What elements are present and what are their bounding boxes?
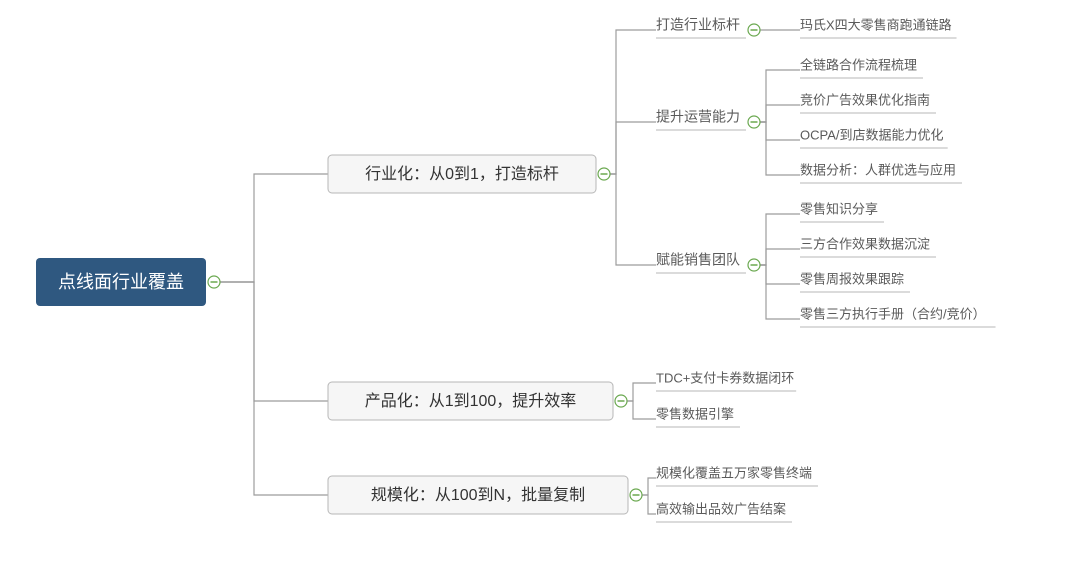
svg-text:高效输出品效广告结案: 高效输出品效广告结案 — [656, 501, 786, 516]
svg-text:TDC+支付卡券数据闭环: TDC+支付卡券数据闭环 — [656, 370, 794, 385]
svg-text:零售三方执行手册（合约/竞价）: 零售三方执行手册（合约/竞价） — [800, 306, 986, 321]
svg-text:点线面行业覆盖: 点线面行业覆盖 — [58, 272, 184, 292]
mindmap-diagram: 点线面行业覆盖 行业化：从0到1，打造标杆 打造行业标杆 玛氏X四大零售商跑通链路提升… — [0, 0, 1080, 566]
svg-text:赋能销售团队: 赋能销售团队 — [656, 252, 740, 268]
svg-text:零售周报效果跟踪: 零售周报效果跟踪 — [800, 271, 904, 286]
svg-text:产品化：从1到100，提升效率: 产品化：从1到100，提升效率 — [365, 392, 577, 410]
svg-text:三方合作效果数据沉淀: 三方合作效果数据沉淀 — [800, 236, 930, 251]
svg-text:全链路合作流程梳理: 全链路合作流程梳理 — [800, 57, 917, 72]
svg-text:规模化覆盖五万家零售终端: 规模化覆盖五万家零售终端 — [656, 465, 812, 480]
svg-text:行业化：从0到1，打造标杆: 行业化：从0到1，打造标杆 — [365, 165, 559, 183]
svg-text:数据分析：人群优选与应用: 数据分析：人群优选与应用 — [800, 162, 956, 177]
svg-text:玛氏X四大零售商跑通链路: 玛氏X四大零售商跑通链路 — [800, 17, 952, 32]
svg-text:OCPA/到店数据能力优化: OCPA/到店数据能力优化 — [800, 127, 944, 142]
svg-text:零售数据引擎: 零售数据引擎 — [656, 406, 734, 421]
svg-text:竞价广告效果优化指南: 竞价广告效果优化指南 — [800, 92, 930, 107]
svg-text:提升运营能力: 提升运营能力 — [656, 109, 740, 125]
svg-text:打造行业标杆: 打造行业标杆 — [656, 17, 740, 33]
svg-text:零售知识分享: 零售知识分享 — [800, 201, 878, 216]
svg-text:规模化：从100到N，批量复制: 规模化：从100到N，批量复制 — [371, 486, 585, 504]
